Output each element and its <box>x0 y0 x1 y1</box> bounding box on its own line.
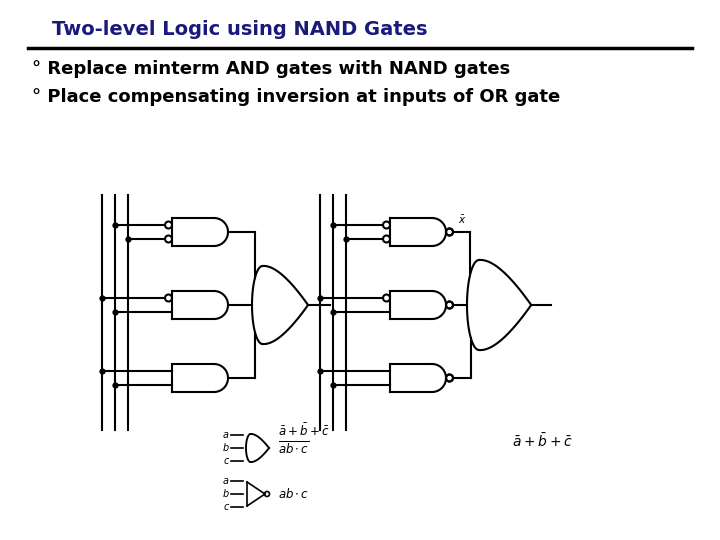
Text: $\bar{a}+\bar{b}+\bar{c}$: $\bar{a}+\bar{b}+\bar{c}$ <box>278 423 330 439</box>
Text: a: a <box>223 476 229 486</box>
Text: a: a <box>223 430 229 440</box>
Text: $\bar{a}+\bar{b}+\bar{c}$: $\bar{a}+\bar{b}+\bar{c}$ <box>512 432 573 450</box>
Text: b: b <box>222 489 229 499</box>
Text: $\bar{x}$: $\bar{x}$ <box>458 214 467 226</box>
Text: $\overline{ab \cdot c}$: $\overline{ab \cdot c}$ <box>278 441 310 457</box>
Text: ° Place compensating inversion at inputs of OR gate: ° Place compensating inversion at inputs… <box>32 88 560 106</box>
Text: c: c <box>224 502 229 512</box>
Text: $ab \cdot c$: $ab \cdot c$ <box>278 487 310 501</box>
Text: c: c <box>224 456 229 466</box>
Text: ° Replace minterm AND gates with NAND gates: ° Replace minterm AND gates with NAND ga… <box>32 60 510 78</box>
Text: b: b <box>222 443 229 453</box>
Text: Two-level Logic using NAND Gates: Two-level Logic using NAND Gates <box>52 20 428 39</box>
